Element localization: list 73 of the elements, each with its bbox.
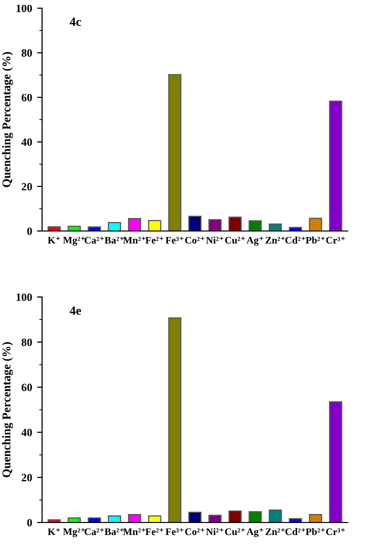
bar [128,514,142,522]
y-tick-label: 0 [27,518,32,526]
bar [128,218,142,231]
y-axis-title: Quenching Percentage (%) [2,342,13,478]
bar [288,518,302,522]
y-tick-label: 40 [21,428,32,436]
y-tick-label: 20 [22,182,32,190]
bar [48,519,61,522]
bar [68,226,81,231]
x-tick-label: Mn²⁺ [123,236,146,244]
bar [308,218,322,231]
y-tick-label: 40 [21,138,32,146]
x-tick-label: Pb²⁺ [306,528,325,536]
y-axis-title: Quenching Percentage (%) [2,52,13,188]
x-tick-label: Ag⁺ [246,236,264,246]
bar [268,224,282,231]
x-tick-label: K⁺ [48,528,60,535]
bar [228,510,242,522]
annotation: 4c [70,18,82,26]
bar [188,512,202,522]
x-tick-label: Mg²⁺ [63,236,85,246]
x-tick-label: Fe²⁺ [145,528,164,536]
x-tick-label: Cr³⁺ [326,236,345,244]
x-tick-label: Ni²⁺ [206,528,224,535]
x-tick-label: Cu²⁺ [225,236,245,244]
y-tick-label: 100 [16,293,32,301]
x-tick-label: Ag⁺ [246,528,264,538]
x-tick-label: Co²⁺ [185,528,204,536]
bar [68,517,81,522]
bar [208,514,222,522]
bar [308,514,322,522]
bar [329,100,342,231]
y-tick-label: 80 [22,49,32,57]
annotation: 4e [70,306,82,315]
y-tick-label: 100 [16,4,32,12]
x-tick-label: Ni²⁺ [206,236,224,244]
bar [228,216,242,231]
bar [168,317,182,522]
bar [248,511,262,522]
x-tick-label: Ca²⁺ [84,528,104,536]
x-tick-label: Cr³⁺ [326,528,345,536]
y-tick-label: 0 [27,227,32,235]
bar [329,401,342,522]
bar [168,74,182,231]
x-tick-label: Zn²⁺ [266,236,285,244]
x-tick-label: Cd²⁺ [285,528,306,536]
x-tick-label: Co²⁺ [185,236,204,244]
bar [208,219,222,231]
bar [108,515,122,522]
x-tick-label: Mn²⁺ [123,528,146,535]
bar [108,222,122,231]
x-tick-label: Ca²⁺ [84,236,104,244]
x-tick-label: Fe²⁺ [145,236,164,244]
x-tick-label: Cd²⁺ [285,236,306,244]
x-tick-label: Fe³⁺ [166,236,184,244]
x-tick-label: Pb²⁺ [306,236,325,244]
x-tick-label: Mg²⁺ [63,528,85,538]
x-tick-label: Cu²⁺ [225,528,245,536]
y-tick-label: 60 [22,384,32,392]
bar [148,220,162,231]
x-tick-label: K⁺ [48,236,60,244]
x-tick-label: Fe³⁺ [166,528,184,536]
x-tick-label: Ba²⁺ [104,528,124,536]
bar [48,226,61,231]
bar [188,216,202,231]
bar [248,220,262,231]
y-tick-label: 60 [22,94,32,102]
x-tick-label: Ba²⁺ [104,236,124,244]
y-tick-label: 20 [22,474,32,482]
bar [148,515,162,522]
bar [268,510,282,522]
y-tick-label: 80 [22,338,32,346]
x-tick-label: Zn²⁺ [266,528,285,535]
